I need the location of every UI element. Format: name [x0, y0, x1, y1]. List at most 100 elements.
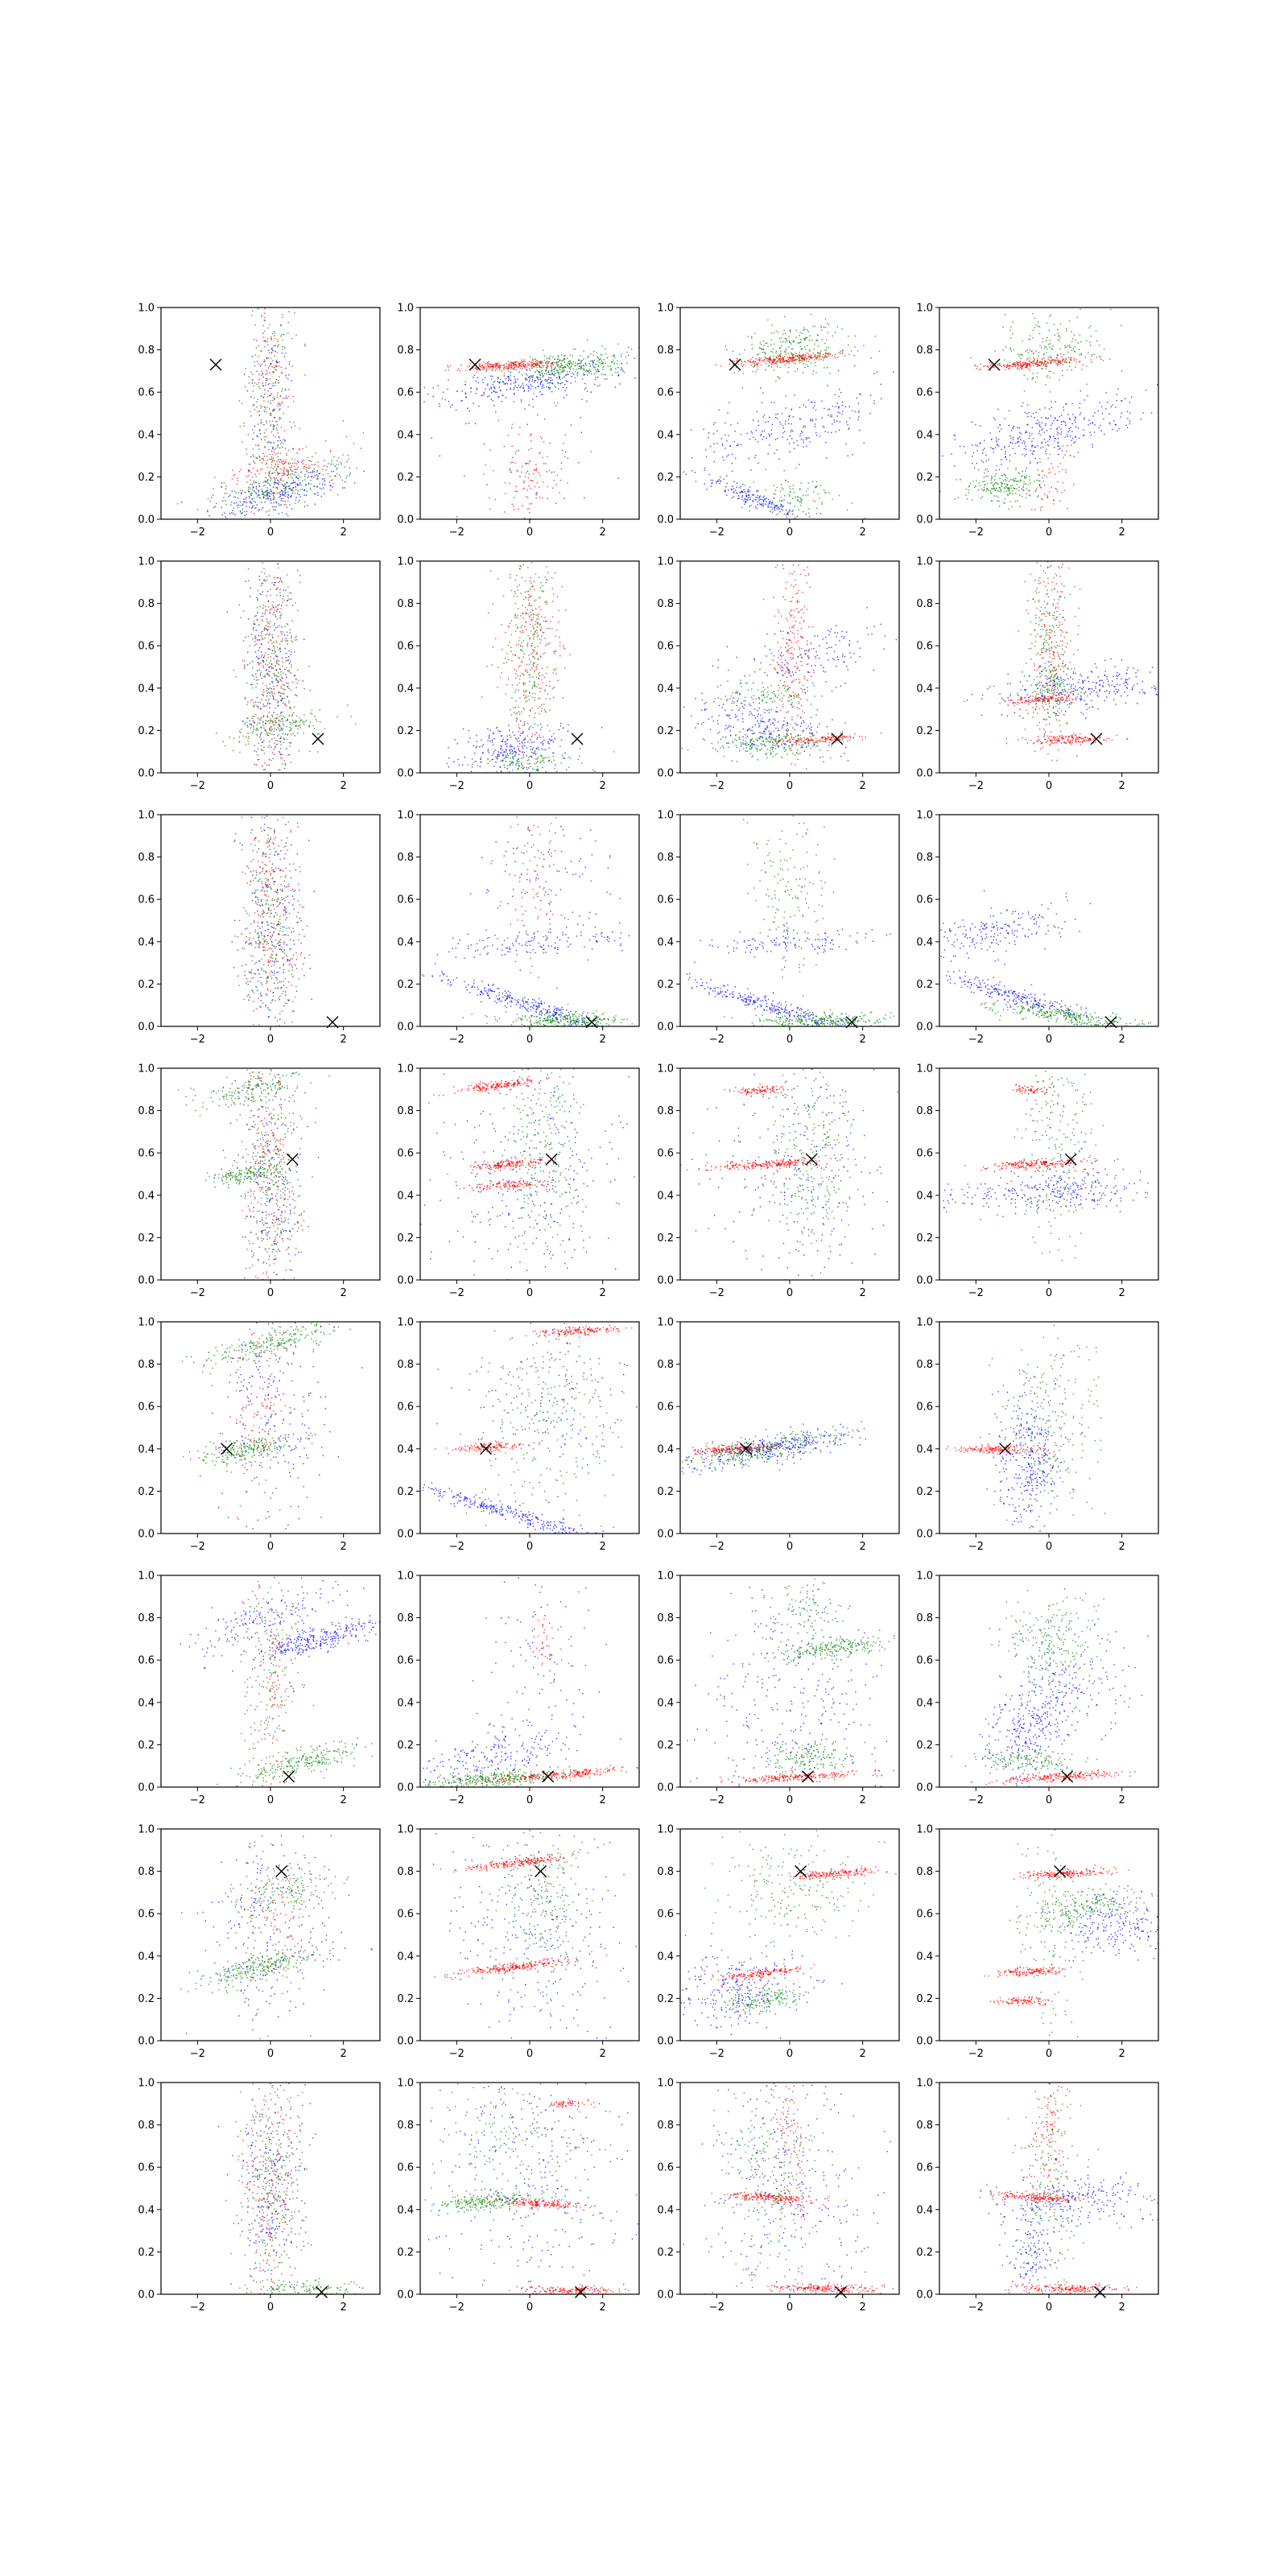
scatter-point: [456, 369, 458, 371]
scatter-point: [265, 663, 266, 665]
scatter-point: [812, 357, 814, 358]
scatter-point: [260, 708, 262, 710]
scatter-point: [559, 378, 561, 381]
scatter-point: [287, 643, 288, 645]
scatter-point: [262, 324, 264, 327]
scatter-point: [289, 753, 291, 755]
scatter-point: [270, 400, 271, 402]
scatter-point: [555, 372, 557, 374]
scatter-point: [304, 473, 306, 476]
scatter-point: [804, 357, 806, 359]
scatter-point: [314, 475, 316, 477]
scatter-point: [1071, 349, 1073, 351]
scatter-point: [485, 366, 487, 368]
scatter-point: [747, 359, 749, 361]
scatter-point: [776, 365, 778, 368]
scatter-point: [778, 338, 781, 340]
scatter-point: [276, 361, 279, 363]
scatter-point: [577, 362, 579, 365]
scatter-point: [276, 618, 278, 620]
scatter-point: [280, 685, 283, 687]
scatter-point: [283, 693, 285, 695]
scatter-point: [475, 367, 477, 369]
scatter-point: [805, 336, 807, 339]
scatter-point: [280, 729, 282, 731]
scatter-point: [800, 482, 803, 484]
scatter-point: [751, 432, 753, 434]
scatter-point: [1053, 499, 1055, 501]
scatter-point: [270, 336, 272, 338]
scatter-point: [287, 624, 289, 625]
scatter-point: [535, 358, 537, 360]
scatter-point: [503, 369, 505, 371]
x-tick-label: 2: [1119, 526, 1125, 539]
scatter-point: [801, 357, 803, 359]
x-tick-label: 0: [786, 526, 793, 539]
scatter-point: [502, 381, 504, 382]
scatter-point: [1063, 409, 1065, 411]
scatter-point: [993, 485, 995, 486]
scatter-point: [270, 442, 272, 444]
scatter-point: [246, 453, 248, 455]
scatter-point: [1019, 361, 1021, 363]
scatter-point: [348, 458, 349, 460]
scatter-point: [280, 324, 282, 326]
scatter-point: [272, 506, 274, 508]
scatter-point: [775, 505, 777, 506]
scatter-point: [994, 350, 996, 352]
scatter-point: [780, 505, 782, 506]
scatter-point: [254, 616, 256, 617]
scatter-point: [524, 378, 526, 380]
scatter-point: [332, 470, 335, 473]
scatter-point: [1010, 437, 1012, 439]
scatter-point: [280, 727, 282, 729]
scatter-point: [570, 361, 572, 364]
scatter-point: [491, 365, 493, 368]
scatter-point: [278, 675, 279, 678]
scatter-point: [275, 482, 277, 484]
scatter-point: [559, 383, 562, 385]
scatter-point: [499, 367, 501, 369]
scatter-point: [827, 322, 828, 324]
scatter-point: [281, 489, 283, 491]
scatter-point: [557, 371, 559, 374]
scatter-point: [285, 367, 287, 369]
scatter-point: [1057, 441, 1059, 444]
scatter-point: [271, 349, 273, 351]
scatter-point: [799, 332, 801, 333]
scatter-point: [854, 365, 856, 367]
scatter-point: [806, 357, 807, 359]
scatter-point: [518, 371, 520, 374]
scatter-point: [1043, 360, 1046, 361]
scatter-point: [816, 354, 818, 357]
scatter-point: [262, 507, 264, 509]
scatter-point: [281, 402, 283, 404]
scatter-point: [1057, 339, 1059, 341]
scatter-point: [263, 675, 265, 678]
scatter-point: [1057, 328, 1059, 331]
scatter-point: [297, 477, 299, 479]
scatter-point: [277, 345, 279, 347]
scatter-point: [775, 350, 778, 352]
scatter-point: [578, 368, 580, 369]
scatter-point: [287, 686, 288, 687]
scatter-point: [1012, 333, 1013, 335]
scatter-point: [564, 384, 566, 386]
scatter-point: [1011, 506, 1013, 508]
scatter-point: [256, 504, 258, 506]
scatter-point: [1043, 354, 1045, 356]
scatter-point: [580, 367, 583, 369]
scatter-point: [323, 487, 324, 489]
scatter-point: [269, 741, 270, 742]
scatter-point: [558, 382, 559, 384]
scatter-point: [283, 488, 285, 489]
scatter-point: [256, 597, 258, 598]
scatter-point: [556, 365, 558, 367]
scatter-point: [753, 365, 755, 367]
scatter-point: [610, 369, 613, 371]
scatter-point: [569, 364, 571, 365]
scatter-point: [623, 371, 625, 374]
scatter-point: [245, 636, 246, 638]
scatter-point: [1031, 444, 1033, 447]
scatter-point: [1026, 363, 1028, 365]
